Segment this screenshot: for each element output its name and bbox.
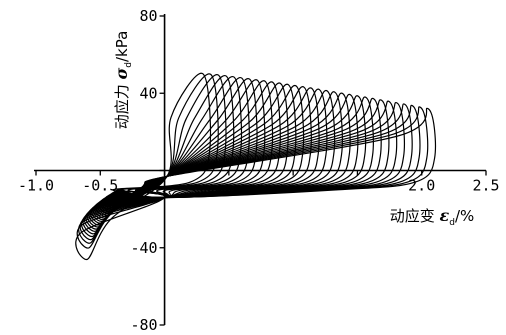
x-axis-label-prefix: 动应变 — [390, 207, 440, 225]
y-tick-label: 80 — [140, 7, 158, 25]
x-tick-label: -0.5 — [82, 177, 118, 195]
y-tick-label: -40 — [130, 239, 157, 257]
x-axis-label-suffix: /% — [455, 207, 474, 225]
y-axis-label-suffix: /kPa — [113, 31, 131, 62]
tick-labels: -1.0 -0.5 2.0 2.5 -80 -40 40 80 — [18, 7, 500, 334]
y-tick-label: 40 — [140, 84, 158, 102]
y-axis-label-prefix: 动应力 — [113, 80, 131, 130]
x-axis-label: 动应变 εd/% — [390, 206, 475, 228]
axes — [34, 14, 487, 326]
x-axis-symbol: ε — [440, 206, 450, 225]
x-tick-label: 2.5 — [472, 177, 499, 195]
x-tick-label: 2.0 — [408, 177, 435, 195]
y-axis-subscript: d — [124, 62, 134, 68]
y-axis-symbol: σ — [112, 68, 131, 80]
x-axis-subscript: d — [449, 218, 455, 228]
y-tick-label: -80 — [130, 316, 157, 334]
x-tick-label: -1.0 — [18, 177, 54, 195]
y-axis-label: 动应力 σd/kPa — [112, 31, 134, 130]
